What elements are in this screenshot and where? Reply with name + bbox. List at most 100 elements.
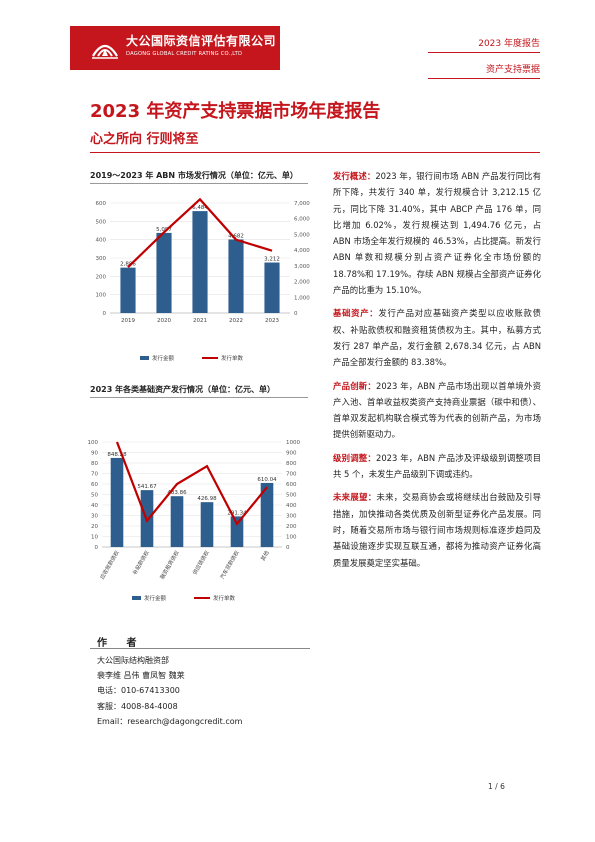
legend-label: 发行金额 (152, 354, 175, 362)
logo-banner: 大公国际资信评估有限公司 DAGONG GLOBAL CREDIT RATING… (70, 26, 280, 70)
y-right-tick-label: 900 (286, 451, 297, 457)
bar (192, 211, 208, 313)
y-left-tick-label: 300 (96, 256, 107, 262)
y-right-tick-label: 5,000 (294, 232, 310, 238)
author-email[interactable]: Email：research@dagongcredit.com (97, 716, 243, 726)
x-tick-label: 补贴款债权 (131, 548, 152, 576)
y-left-tick-label: 30 (91, 514, 98, 520)
bar-data-label: 6,484 (192, 205, 208, 211)
y-left-tick-label: 500 (96, 219, 107, 225)
bar-data-label: 2,886 (120, 262, 136, 268)
y-right-tick-label: 100 (286, 535, 297, 541)
y-right-tick-label: 400 (286, 503, 297, 509)
header-divider (428, 52, 540, 53)
author-department: 大公国际结构融资部 (97, 656, 169, 665)
x-tick-label: 汽车贷款债权 (218, 548, 241, 580)
x-tick-label: 其他 (258, 548, 271, 562)
bar (170, 496, 184, 547)
x-tick-label: 2019 (121, 318, 135, 324)
y-right-tick-label: 2,000 (294, 280, 310, 286)
section-keyword: 产品创新： (333, 380, 376, 391)
y-right-tick-label: 700 (286, 472, 297, 478)
legend-label: 发行单数 (221, 354, 244, 362)
bar-data-label: 541.67 (137, 484, 157, 490)
section-keyword: 级别调整： (333, 452, 376, 463)
bar-data-label: 5,097 (156, 227, 172, 233)
page-subtitle: 心之所向 行则将至 (90, 132, 199, 147)
y-left-tick-label: 0 (103, 311, 107, 317)
abn-issuance-chart: 0 100 200 300 400 500 600 0 1,000 2,000 3,000 4,000… (96, 197, 310, 362)
x-tick-label: 2022 (229, 318, 243, 324)
y-left-tick-label: 80 (91, 461, 98, 467)
bar-data-label: 291.34 (227, 510, 247, 516)
y-right-tick-label: 7,000 (294, 201, 310, 207)
x-tick-label: 供应链债权 (191, 548, 212, 576)
y-left-tick-label: 20 (91, 524, 98, 530)
bar (260, 482, 274, 547)
section-keyword: 未来展望： (333, 492, 377, 503)
bar-data-label: 3,212 (264, 257, 280, 263)
x-tick-label: 2023 (265, 318, 279, 324)
y-left-tick-label: 400 (96, 238, 107, 244)
bar-data-label: 4,682 (228, 233, 244, 239)
section-text: 2023 年，银行间市场 ABN 产品发行同比有所下降，共发行 340 单，发行… (333, 171, 541, 296)
y-right-tick-label: 0 (294, 311, 298, 317)
section-keyword: 发行概述： (333, 171, 376, 181)
x-tick-label: 应收账款债权 (98, 548, 121, 580)
page-number: 1 / 6 (488, 782, 505, 791)
y-left-tick-label: 10 (91, 535, 98, 541)
chart1-divider (90, 183, 308, 184)
y-right-tick-label: 6,000 (294, 217, 310, 223)
chart2-title: 2023 年各类基础资产发行情况（单位：亿元、单） (90, 385, 276, 394)
y-left-tick-label: 200 (96, 274, 107, 280)
y-left-tick-label: 50 (91, 493, 98, 499)
author-phone: 电话：010-67413300 (97, 686, 180, 696)
y-right-tick-label: 0 (286, 545, 290, 551)
bar-data-label: 848.28 (107, 452, 127, 458)
header-divider (428, 78, 540, 79)
legend-label: 发行单数 (213, 594, 236, 602)
section-text: 2023 年，ABN 产品市场出现以首单境外资产入池、首单收益权类资产支持商业票… (333, 380, 541, 440)
author-names: 裴李维 吕伟 曹凤智 魏莱 (97, 671, 185, 681)
authors-divider (90, 648, 310, 649)
bar (228, 239, 244, 313)
company-name-cn: 大公国际资信评估有限公司 (126, 34, 277, 48)
section-keyword: 基础资产： (333, 308, 379, 319)
section-text: 发行产品对应基础资产类型以应收账款债权、补贴款债权和融资租赁债权为主。其中，私募… (333, 308, 542, 368)
bar (110, 457, 124, 547)
section-outlook: 未来展望：未来，交易商协会或将继续出台鼓励及引导措施，加快推动各类优质及创新型证… (333, 489, 541, 570)
report-category: 资产支持票据 (485, 65, 540, 75)
y-right-tick-label: 4,000 (294, 248, 310, 254)
report-type: 2023 年度报告 (478, 39, 540, 49)
bar-data-label: 426.98 (197, 496, 217, 502)
y-right-tick-label: 800 (286, 461, 297, 467)
summary-column: 发行概述：2023 年，银行间市场 ABN 产品发行同比有所下降，共发行 340… (333, 168, 541, 578)
underlying-asset-chart: 0102030405060708090100010020030040050060… (88, 440, 301, 602)
section-text: 未来，交易商协会或将继续出台鼓励及引导措施，加快推动各类优质及创新型证券化产品发… (333, 492, 542, 568)
y-left-tick-label: 70 (91, 472, 98, 478)
chart1-title: 2019～2023 年 ABN 市场发行情况（单位：亿元、单） (90, 171, 298, 180)
chart2-divider (90, 397, 308, 398)
y-left-tick-label: 0 (95, 545, 99, 551)
dagong-logo-icon (92, 44, 118, 59)
line-series-path (127, 197, 273, 268)
bar (200, 502, 214, 547)
page-title: 2023 年资产支持票据市场年度报告 (90, 101, 381, 122)
title-divider (90, 152, 540, 153)
x-tick-label: 2020 (157, 318, 171, 324)
y-left-tick-label: 90 (91, 451, 98, 457)
y-right-tick-label: 1000 (286, 440, 300, 446)
y-right-tick-label: 200 (286, 524, 297, 530)
section-rating: 级别调整：2023 年，ABN 产品涉及评级级别调整项目共 5 个，未发生产品级… (333, 450, 541, 483)
line-series-path (115, 441, 268, 526)
y-right-tick-label: 500 (286, 493, 297, 499)
y-left-tick-label: 100 (88, 440, 99, 446)
y-left-tick-label: 60 (91, 482, 98, 488)
y-left-tick-label: 100 (96, 293, 107, 299)
company-name-en: DAGONG GLOBAL CREDIT RATING CO.,LTD (126, 51, 243, 57)
section-innovation: 产品创新：2023 年，ABN 产品市场出现以首单境外资产入池、首单收益权类资产… (333, 378, 541, 443)
author-service: 客服：4008-84-4008 (97, 701, 178, 711)
section-assets: 基础资产：发行产品对应基础资产类型以应收账款债权、补贴款债权和融资租赁债权为主。… (333, 305, 541, 370)
section-issuance: 发行概述：2023 年，银行间市场 ABN 产品发行同比有所下降，共发行 340… (333, 168, 541, 298)
bar-data-label: 610.04 (257, 477, 277, 483)
